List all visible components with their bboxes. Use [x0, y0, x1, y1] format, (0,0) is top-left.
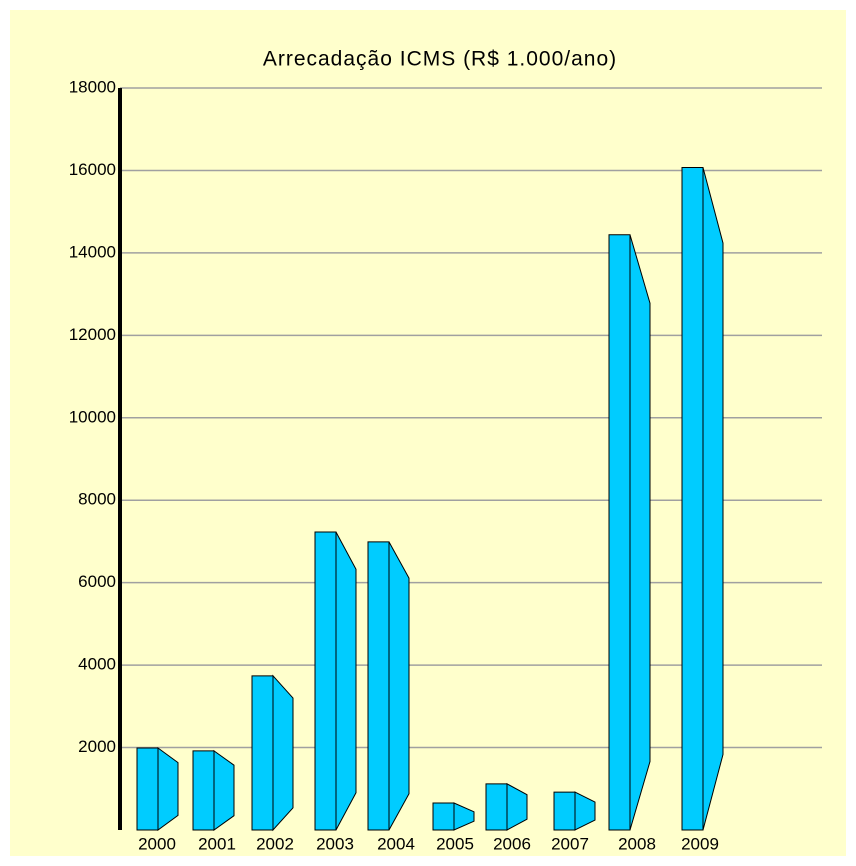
y-tick-label: 6000 — [78, 572, 116, 591]
y-tick-label: 8000 — [78, 490, 116, 509]
x-tick-label: 2006 — [493, 834, 531, 853]
chart-title: Arrecadação ICMS (R$ 1.000/ano) — [263, 48, 617, 71]
bar — [608, 234, 651, 831]
bar-side — [506, 782, 528, 831]
bar — [314, 531, 357, 831]
bar-front — [432, 802, 455, 831]
bar-front — [608, 234, 631, 831]
y-tick-label: 2000 — [78, 737, 116, 756]
x-tick-label: 2005 — [436, 834, 474, 853]
bar — [192, 749, 235, 831]
bar-front — [681, 167, 704, 831]
y-tick-label: 12000 — [69, 325, 116, 344]
bar-front — [314, 531, 337, 831]
y-tick-label: 10000 — [69, 407, 116, 426]
y-tick-label: 18000 — [69, 77, 116, 96]
bar-front — [485, 783, 508, 831]
x-tick-label: 2007 — [551, 834, 589, 853]
bar — [553, 791, 596, 831]
bar — [367, 541, 410, 831]
bar-front — [136, 747, 159, 831]
bar-side — [157, 746, 179, 831]
x-tick-label: 2009 — [681, 834, 719, 853]
bar-side — [629, 234, 651, 831]
x-tick-label: 2003 — [316, 834, 354, 853]
bar-side — [272, 674, 294, 832]
y-tick-label: 14000 — [69, 242, 116, 261]
bar-side — [574, 791, 596, 831]
bar — [136, 746, 179, 831]
bar-side — [213, 749, 235, 831]
y-tick-label: 4000 — [78, 655, 116, 674]
bar-front — [367, 541, 390, 831]
x-tick-label: 2004 — [377, 834, 415, 853]
x-tick-label: 2000 — [138, 834, 176, 853]
bar — [251, 674, 294, 832]
x-tick-label: 2001 — [198, 834, 236, 853]
y-tick-label: 16000 — [69, 160, 116, 179]
bar-front — [553, 791, 576, 831]
bar-side — [388, 541, 410, 831]
bar-front — [192, 750, 215, 831]
x-tick-label: 2002 — [256, 834, 294, 853]
bar-front — [251, 675, 274, 831]
bar — [432, 802, 475, 831]
bar — [485, 782, 528, 831]
bar-side — [453, 802, 475, 831]
x-tick-label: 2008 — [618, 834, 656, 853]
bar — [681, 167, 724, 831]
bar-side — [335, 531, 357, 831]
bar-side — [702, 167, 724, 831]
